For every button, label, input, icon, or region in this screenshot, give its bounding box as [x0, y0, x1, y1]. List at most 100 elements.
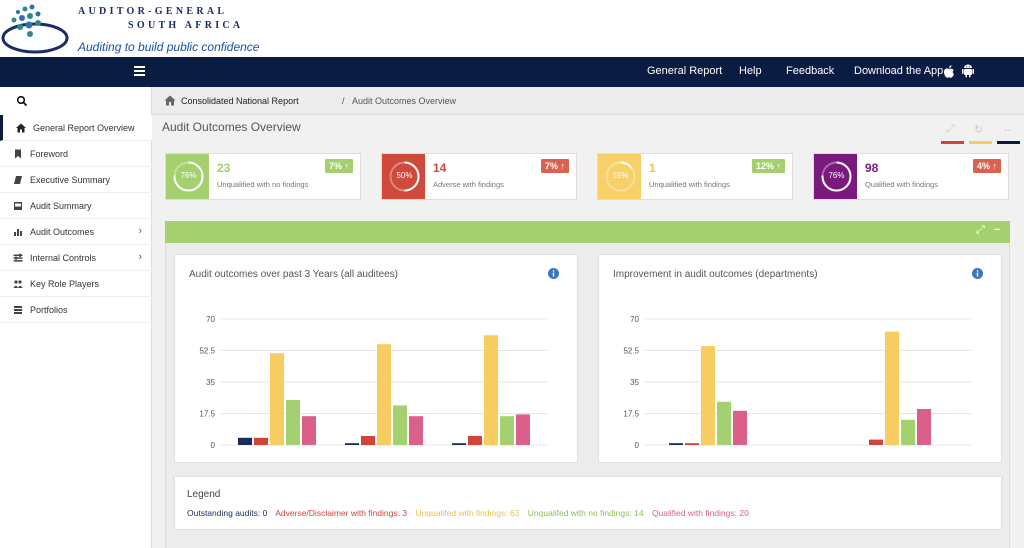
chevron-right-icon: › — [138, 225, 142, 237]
sidebar-item-portfolios[interactable]: Portfolios — [0, 297, 152, 323]
info-icon[interactable] — [972, 268, 983, 279]
stat-percent: 15% — [612, 171, 629, 180]
stat-change: 12% — [755, 161, 774, 171]
fullscreen-icon[interactable]: ⤢ — [946, 123, 955, 135]
stat-caption: Qualified with findings — [865, 180, 938, 189]
bar-1-2[interactable] — [345, 443, 359, 445]
bar-5-3[interactable] — [516, 414, 530, 445]
collapse-icon[interactable]: − — [994, 224, 1001, 236]
home-icon — [16, 123, 26, 133]
stat-value: 98 — [865, 161, 879, 175]
nav-help[interactable]: Help — [739, 65, 762, 77]
bar-2-3[interactable] — [468, 436, 482, 445]
bar-5-2[interactable] — [917, 409, 931, 445]
chart-title: Improvement in audit outcomes (departmen… — [613, 269, 818, 280]
info-icon[interactable] — [548, 268, 559, 279]
breadcrumb-consolidated-report[interactable]: Consolidated National Report — [181, 96, 299, 106]
legend-items: Outstanding audits: 0 Adverse/Disclaimer… — [187, 508, 755, 518]
nav-feedback[interactable]: Feedback — [786, 65, 835, 77]
y-tick-label: 0 — [211, 441, 216, 450]
stat-progress-panel: 76% — [166, 154, 209, 199]
nav-general-report[interactable]: General Report — [647, 65, 723, 77]
home-icon[interactable] — [164, 95, 176, 106]
android-icon[interactable] — [962, 64, 974, 78]
inbox-icon — [14, 202, 22, 210]
minimize-icon[interactable]: ↔ — [1002, 123, 1013, 135]
breadcrumb-current: Audit Outcomes Overview — [352, 96, 457, 106]
panel-header: ⤢ − — [165, 221, 1010, 243]
expand-icon[interactable]: ⤢ — [976, 224, 985, 236]
bar-4-1[interactable] — [717, 401, 731, 445]
bar-1-1[interactable] — [669, 443, 683, 445]
stat-percent: 76% — [828, 171, 845, 180]
stat-value: 23 — [217, 161, 231, 175]
sidebar-item-label: Key Role Players — [30, 279, 100, 289]
bar-4-1[interactable] — [286, 400, 300, 445]
y-tick-label: 35 — [630, 378, 639, 387]
bar-1-3[interactable] — [452, 443, 466, 445]
y-tick-label: 70 — [630, 315, 639, 324]
stat-card: 76% 98 Qualified with findings 4% ↑ — [813, 153, 1009, 200]
brand-tagline: Auditing to build public confidence — [78, 40, 260, 54]
sidebar-item-label: Audit Outcomes — [30, 227, 95, 237]
bar-4-2[interactable] — [393, 405, 407, 445]
sidebar-item-executive-summary[interactable]: Executive Summary — [0, 167, 152, 193]
stat-change-badge: 12% ↑ — [751, 159, 785, 173]
apple-icon[interactable] — [943, 65, 955, 78]
stat-percent: 76% — [180, 171, 197, 180]
bar-4-3[interactable] — [500, 416, 514, 445]
chart-card-improvement: Improvement in audit outcomes (departmen… — [598, 254, 1002, 463]
progress-ring — [173, 161, 204, 192]
y-tick-label: 0 — [635, 441, 640, 450]
stat-caption: Unqualified with no findings — [217, 180, 309, 189]
sidebar-item-audit-outcomes[interactable]: Audit Outcomes › — [0, 219, 152, 245]
bar-3-1[interactable] — [701, 346, 715, 445]
y-tick-label: 52.5 — [199, 347, 215, 356]
bar-2-1[interactable] — [254, 437, 268, 445]
legend-card: Legend Outstanding audits: 0 Adverse/Dis… — [174, 476, 1002, 530]
bar-4-2[interactable] — [901, 419, 915, 445]
bar-3-2[interactable] — [377, 344, 391, 445]
bar-3-1[interactable] — [270, 353, 284, 445]
menu-icon[interactable] — [134, 66, 145, 76]
sidebar-item-foreword[interactable]: Foreword — [0, 141, 152, 167]
progress-ring — [389, 161, 420, 192]
list-icon — [14, 306, 22, 314]
legend-title: Legend — [187, 489, 221, 500]
sidebar-item-label: Audit Summary — [30, 201, 92, 211]
bar-5-1[interactable] — [302, 416, 316, 445]
nav-download-app[interactable]: Download the App — [854, 65, 944, 77]
bar-1-1[interactable] — [238, 437, 252, 445]
sidebar-item-general-report-overview[interactable]: General Report Overview — [0, 115, 152, 141]
stat-value: 1 — [649, 161, 656, 175]
bar-3-2[interactable] — [885, 331, 899, 445]
arrow-up-icon: ↑ — [557, 161, 565, 171]
bar-chart-icon — [14, 229, 22, 236]
bar-2-2[interactable] — [361, 436, 375, 445]
sidebar-item-audit-summary[interactable]: Audit Summary — [0, 193, 152, 219]
page-title: Audit Outcomes Overview — [162, 120, 301, 134]
search-icon[interactable] — [16, 95, 28, 107]
bar-2-2[interactable] — [869, 439, 883, 445]
stat-change: 4% — [976, 161, 990, 171]
sidebar-item-label: Portfolios — [30, 305, 68, 315]
breadcrumb: Consolidated National Report / Audit Out… — [152, 87, 1024, 115]
arrow-up-icon: ↑ — [341, 161, 349, 171]
sidebar: General Report Overview Foreword Executi… — [0, 87, 152, 548]
sidebar-item-internal-controls[interactable]: Internal Controls › — [0, 245, 152, 271]
stat-change: 7% — [328, 161, 342, 171]
bar-5-2[interactable] — [409, 416, 423, 445]
agsa-logo-icon — [1, 4, 69, 54]
y-tick-label: 35 — [206, 378, 215, 387]
y-tick-label: 70 — [206, 315, 215, 324]
bar-3-3[interactable] — [484, 335, 498, 445]
sidebar-item-key-role-players[interactable]: Key Role Players — [0, 271, 152, 297]
refresh-icon[interactable]: ↻ — [974, 124, 984, 136]
progress-ring — [821, 161, 852, 192]
stat-percent: 50% — [396, 171, 413, 180]
legend-item-adverse: Adverse/Disclaimer with findings: 3 — [275, 508, 408, 518]
bar-2-1[interactable] — [685, 443, 699, 445]
bar-5-1[interactable] — [733, 410, 747, 445]
chart-title: Audit outcomes over past 3 Years (all au… — [189, 269, 399, 280]
breadcrumb-separator: / — [342, 96, 345, 106]
